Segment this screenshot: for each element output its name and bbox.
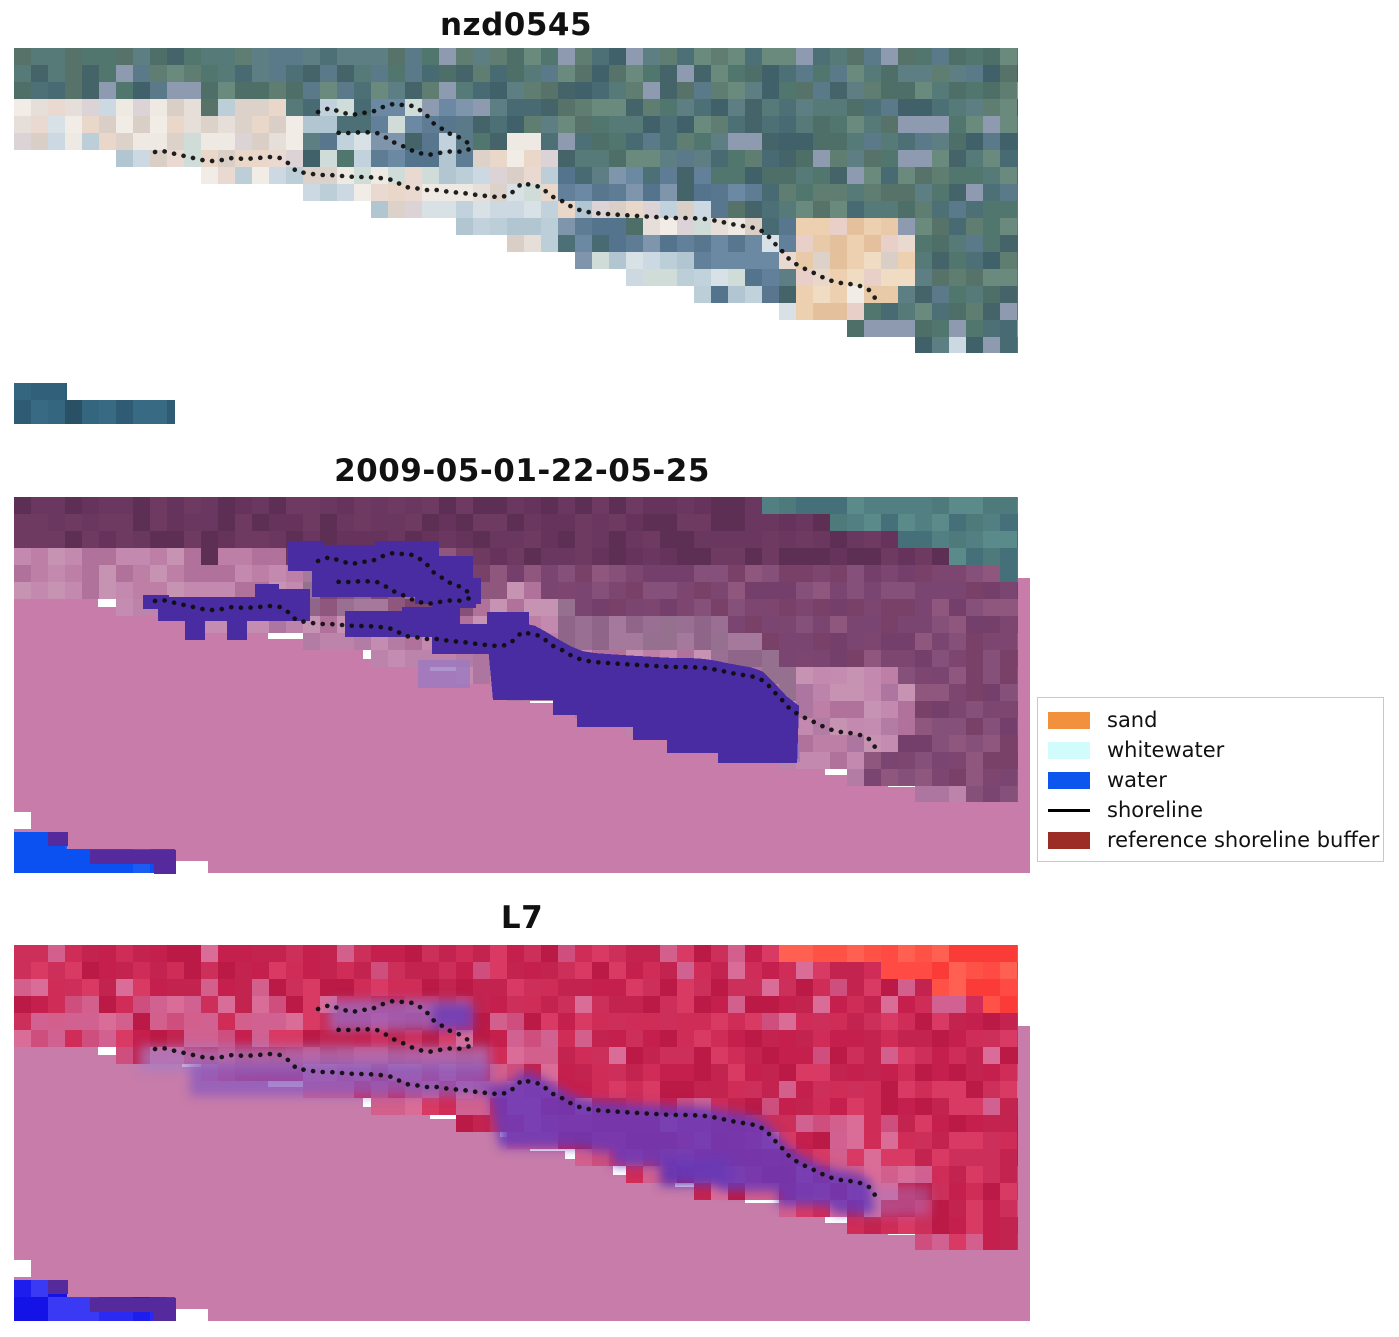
legend-item-shoreline: shoreline <box>1038 795 1383 825</box>
panel1-rgb-satellite-image <box>14 48 1018 424</box>
legend-label-shoreline: shoreline <box>1107 798 1204 822</box>
shoreline-line-swatch <box>1048 808 1090 812</box>
legend-item-reference-shoreline-buffer: reference shoreline buffer <box>1038 825 1383 855</box>
water-swatch <box>1048 771 1090 789</box>
legend-item-water: water <box>1038 765 1383 795</box>
legend-label-whitewater: whitewater <box>1107 738 1225 762</box>
panel2-classified-buffer-image <box>14 497 1030 874</box>
reference-shoreline-buffer-swatch <box>1048 831 1090 849</box>
sand-swatch <box>1048 711 1090 729</box>
panel1-title: nzd0545 <box>439 7 593 43</box>
panel2-title: 2009-05-01-22-05-25 <box>334 453 710 489</box>
panel3-l7-image <box>14 945 1030 1322</box>
panel3-title: L7 <box>500 900 544 936</box>
legend-label-sand: sand <box>1107 708 1158 732</box>
legend-item-whitewater: whitewater <box>1038 735 1383 765</box>
legend-label-reference-shoreline-buffer: reference shoreline buffer <box>1107 828 1380 852</box>
whitewater-swatch <box>1048 741 1090 759</box>
legend-item-sand: sand <box>1038 705 1383 735</box>
legend-label-water: water <box>1107 768 1167 792</box>
legend: sand whitewater water shoreline referenc… <box>1037 697 1384 862</box>
shoreline-dots-layer <box>152 101 880 1203</box>
